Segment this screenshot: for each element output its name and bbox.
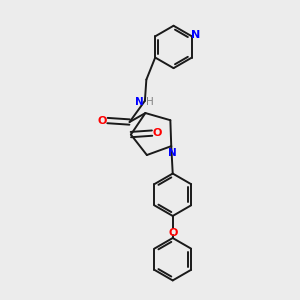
Text: H: H [146,97,154,107]
Text: O: O [168,228,177,238]
Text: N: N [168,148,177,158]
Text: O: O [98,116,107,126]
Text: N: N [191,30,200,40]
Text: O: O [153,128,162,138]
Text: N: N [135,97,144,107]
